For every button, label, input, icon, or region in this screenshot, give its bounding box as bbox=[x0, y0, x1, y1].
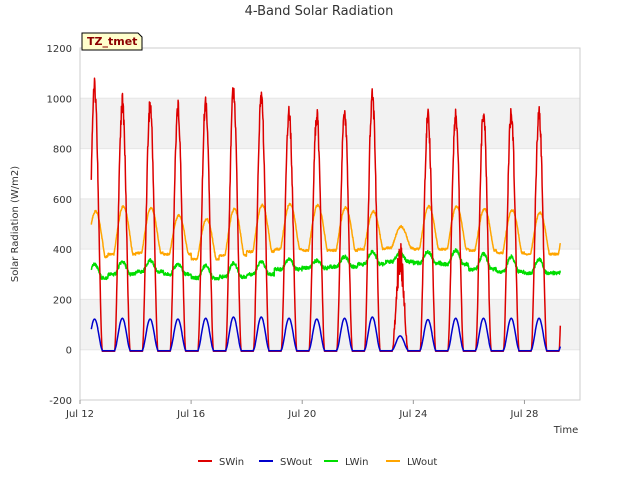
y-tick-label: 1000 bbox=[47, 94, 72, 105]
x-tick-label: Jul 12 bbox=[65, 409, 94, 420]
series-line-lwout bbox=[90, 202, 562, 261]
station-tag-box bbox=[81, 32, 143, 51]
legend-label-lwin: LWin bbox=[345, 457, 368, 468]
chart-title: 4-Band Solar Radiation bbox=[245, 4, 394, 19]
legend-label-lwout: LWout bbox=[407, 457, 437, 468]
x-tick-label: Jul 20 bbox=[287, 409, 316, 420]
grid-band bbox=[80, 299, 580, 350]
plot-border bbox=[79, 47, 581, 401]
legend-label-swin: SWin bbox=[219, 457, 244, 468]
station-tag: TZ_tmet bbox=[81, 32, 143, 51]
y-tick-label: 1200 bbox=[47, 44, 72, 55]
series-line-swout bbox=[90, 316, 562, 352]
y-tick-label: 600 bbox=[53, 195, 72, 206]
y-tick-label: 400 bbox=[53, 245, 72, 256]
series-line-lwin bbox=[90, 248, 562, 281]
grid-band bbox=[80, 198, 580, 250]
y-axis-title: Solar Radiation (W/m2) bbox=[10, 166, 21, 282]
axes: -200 0 200 400 600 800 1000 1200 Jul 12 Jul 16 Jul… bbox=[47, 44, 581, 420]
y-tick-label: 0 bbox=[66, 346, 72, 357]
x-tick-label: Jul 24 bbox=[398, 409, 427, 420]
legend: SWin SWout LWin LWout bbox=[198, 457, 437, 468]
x-tick-label: Jul 16 bbox=[176, 409, 205, 420]
x-axis-title: Time bbox=[553, 425, 578, 436]
station-tag-label: TZ_tmet bbox=[87, 35, 137, 48]
grid-band bbox=[80, 98, 580, 149]
series-layer bbox=[90, 77, 562, 352]
legend-label-swout: SWout bbox=[280, 457, 312, 468]
plot-background bbox=[80, 48, 580, 400]
y-tick-label: -200 bbox=[49, 396, 72, 407]
x-tick-label: Jul 28 bbox=[509, 409, 538, 420]
y-tick-label: 800 bbox=[53, 145, 72, 156]
y-tick-label: 200 bbox=[53, 295, 72, 306]
